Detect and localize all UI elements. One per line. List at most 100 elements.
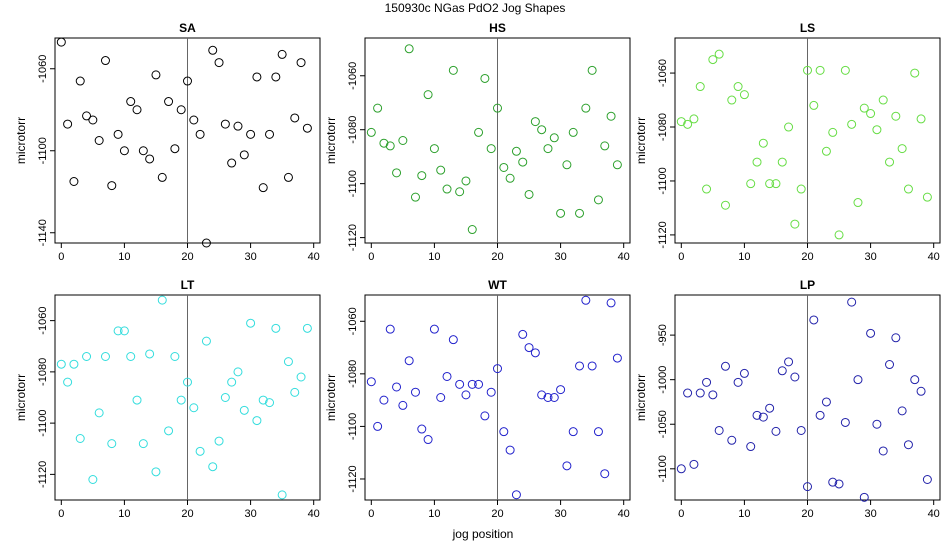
- data-point-lt: [183, 377, 192, 387]
- x-tick-label-sa: 0: [58, 251, 64, 263]
- x-tick-label-ls: 20: [801, 251, 813, 263]
- y-tick-label-ls: -1080: [657, 113, 669, 141]
- data-point-hs: [474, 127, 484, 137]
- data-point-sa: [208, 45, 218, 55]
- data-point-ls: [903, 184, 913, 194]
- data-point-wt: [562, 461, 572, 471]
- data-point-lt: [201, 336, 211, 346]
- data-point-sa: [302, 123, 312, 133]
- data-point-hs: [581, 103, 591, 113]
- x-tick-label-lt: 20: [181, 508, 193, 520]
- data-point-ls: [821, 146, 831, 156]
- data-point-lp: [765, 403, 775, 413]
- data-point-wt: [392, 382, 402, 392]
- data-point-lp: [916, 386, 926, 396]
- data-point-wt: [474, 379, 484, 389]
- data-point-lt: [119, 326, 129, 336]
- data-point-hs: [392, 168, 402, 178]
- data-point-ls: [859, 103, 869, 113]
- data-point-ls: [771, 179, 781, 189]
- data-point-lp: [922, 475, 932, 484]
- data-point-wt: [575, 361, 585, 371]
- data-point-lt: [88, 475, 98, 484]
- data-point-lp: [821, 397, 831, 407]
- data-point-wt: [366, 377, 376, 387]
- y-tick-label-hs: -1080: [347, 116, 359, 144]
- figure-title: 150930c NGas PdO2 Jog Shapes: [385, 1, 566, 15]
- x-tick-label-ls: 0: [678, 251, 684, 263]
- data-point-hs: [423, 90, 433, 100]
- data-point-lt: [189, 403, 199, 413]
- data-point-hs: [493, 103, 502, 113]
- data-point-sa: [265, 129, 275, 139]
- y-tick-label-lp: -1100: [657, 455, 669, 482]
- panel-title-lt: LT: [181, 278, 195, 292]
- data-point-lp: [746, 442, 756, 452]
- x-tick-label-hs: 20: [491, 251, 503, 263]
- data-point-ls: [790, 219, 800, 229]
- data-point-hs: [575, 208, 585, 218]
- data-point-hs: [612, 160, 622, 170]
- y-axis-label-wt: microtorr: [324, 374, 338, 421]
- x-tick-label-lt: 10: [118, 508, 130, 520]
- panel-hs: HS 0 10 20 30 40 -1060 -1080 -1100 -1120 microtorr: [324, 21, 631, 263]
- data-point-lt: [208, 462, 218, 472]
- data-point-lt: [69, 359, 79, 369]
- data-point-lt: [283, 357, 293, 367]
- x-tick-label-wt: 10: [428, 508, 440, 520]
- data-point-hs: [499, 162, 509, 172]
- data-point-lp: [676, 464, 686, 474]
- data-point-wt: [530, 348, 540, 358]
- data-point-lp: [708, 390, 718, 400]
- data-point-lp: [771, 426, 781, 436]
- data-point-wt: [568, 427, 578, 437]
- panel-wt: WT 0 10 20 30 40 -1060 -1080 -1100 -1120 microtorr: [324, 278, 631, 520]
- data-point-wt: [556, 385, 566, 395]
- x-tick-label-wt: 20: [491, 508, 503, 520]
- data-point-hs: [568, 127, 578, 137]
- y-tick-label-hs: -1120: [347, 224, 359, 251]
- y-tick-label-wt: -1120: [347, 465, 359, 492]
- data-point-lp: [702, 377, 712, 387]
- data-point-wt: [511, 490, 521, 500]
- x-tick-label-lp: 20: [801, 508, 813, 520]
- panel-lp: LP 0 10 20 30 40 -950 -1000 -1050 -1100 microtorr: [634, 278, 941, 520]
- data-point-sa: [132, 105, 142, 115]
- data-point-wt: [549, 393, 559, 402]
- panel-lt: LT 0 10 20 30 40 -1060 -1080 -1100 -1120 microtorr: [14, 278, 321, 520]
- data-point-ls: [765, 179, 775, 189]
- data-point-sa: [170, 144, 180, 154]
- data-point-lt: [265, 398, 275, 408]
- y-axis-label-hs: microtorr: [324, 117, 338, 164]
- data-point-ls: [689, 114, 699, 124]
- data-point-lp: [903, 440, 913, 450]
- data-point-ls: [796, 184, 806, 194]
- data-point-hs: [606, 111, 616, 121]
- data-point-hs: [429, 144, 439, 154]
- x-tick-label-ls: 40: [928, 251, 940, 263]
- data-point-sa: [195, 129, 205, 139]
- y-tick-label-lp: -1000: [657, 366, 669, 394]
- data-point-hs: [562, 160, 572, 170]
- data-point-ls: [922, 192, 932, 202]
- data-point-sa: [277, 49, 287, 59]
- data-point-sa: [119, 146, 129, 156]
- data-point-wt: [581, 295, 591, 305]
- data-point-hs: [600, 141, 610, 151]
- data-point-ls: [733, 82, 743, 92]
- x-tick-label-ls: 10: [738, 251, 750, 263]
- x-tick-label-lt: 40: [308, 508, 320, 520]
- data-point-lp: [720, 361, 730, 371]
- data-point-lp: [872, 419, 882, 429]
- data-point-ls: [815, 65, 825, 75]
- data-point-lt: [246, 318, 256, 328]
- y-tick-label-wt: -1080: [347, 360, 359, 388]
- data-point-wt: [600, 469, 610, 479]
- data-point-ls: [853, 198, 863, 208]
- data-point-hs: [436, 165, 446, 175]
- data-point-ls: [683, 119, 693, 129]
- data-point-ls: [708, 55, 718, 65]
- data-point-wt: [543, 393, 553, 402]
- data-point-sa: [126, 97, 136, 107]
- y-axis-label-ls: microtorr: [634, 117, 648, 164]
